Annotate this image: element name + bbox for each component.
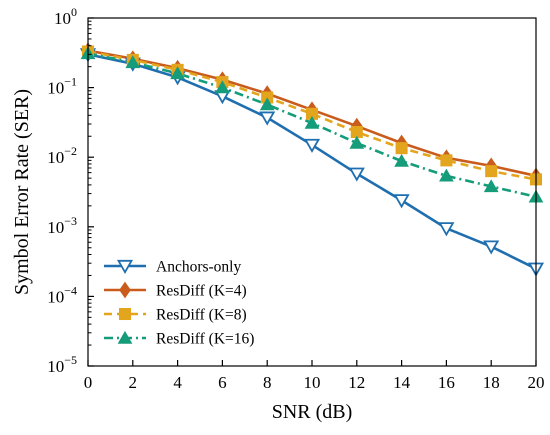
y-axis: 100 10−1 10−2 10−3 10−4 10−5 xyxy=(47,5,94,376)
data-point xyxy=(348,167,365,182)
x-tick-label: 10 xyxy=(304,373,321,392)
data-point xyxy=(259,97,275,111)
y-tick-label: 10−4 xyxy=(47,283,77,306)
y-tick-label: 10−1 xyxy=(47,75,77,98)
x-axis-label: SNR (dB) xyxy=(272,401,353,423)
data-point xyxy=(440,154,453,167)
legend-marker xyxy=(116,259,134,274)
data-point xyxy=(485,165,498,178)
data-point xyxy=(215,80,230,94)
data-point xyxy=(170,66,185,80)
x-tick-label: 12 xyxy=(348,373,365,392)
x-axis: 0 2 4 6 8 10 12 14 16 18 20 xyxy=(84,360,545,392)
data-point xyxy=(483,240,500,255)
legend-label: ResDiff (K=4) xyxy=(156,283,247,300)
x-tick-label: 14 xyxy=(393,373,411,392)
legend-marker xyxy=(119,281,131,299)
x-tick-label: 6 xyxy=(218,373,227,392)
y-tick-label: 10−2 xyxy=(47,144,77,167)
x-tick-label: 2 xyxy=(129,373,138,392)
data-point xyxy=(483,179,499,193)
data-point xyxy=(349,135,365,149)
data-point xyxy=(304,115,320,129)
y-tick-label: 100 xyxy=(54,5,77,28)
data-point xyxy=(259,111,276,126)
x-tick-label: 8 xyxy=(263,373,272,392)
x-tick-label: 20 xyxy=(528,373,545,392)
y-axis-label: Symbol Error Rate (SER) xyxy=(11,89,33,295)
x-tick-label: 18 xyxy=(483,373,500,392)
data-point xyxy=(395,142,408,155)
y-tick-label: 10−3 xyxy=(47,214,77,237)
data-point xyxy=(394,153,409,167)
data-point xyxy=(438,222,455,237)
legend-label: ResDiff (K=8) xyxy=(156,307,247,324)
x-tick-label: 0 xyxy=(84,373,93,392)
x-tick-label: 4 xyxy=(173,373,182,392)
legend-label: Anchors-only xyxy=(156,259,241,276)
legend-marker xyxy=(118,307,132,321)
series-line xyxy=(87,50,537,181)
data-point xyxy=(303,138,321,153)
data-point xyxy=(439,168,454,182)
legend: Anchors-only ResDiff (K=4) ResDiff (K=8) Re… xyxy=(104,259,254,348)
x-tick-label: 16 xyxy=(438,373,455,392)
data-point xyxy=(125,55,141,69)
legend-label: ResDiff (K=16) xyxy=(156,331,254,348)
plot-marks xyxy=(79,42,545,277)
legend-marker xyxy=(117,330,133,344)
data-point xyxy=(393,194,410,209)
y-tick-label: 10−5 xyxy=(47,353,77,376)
